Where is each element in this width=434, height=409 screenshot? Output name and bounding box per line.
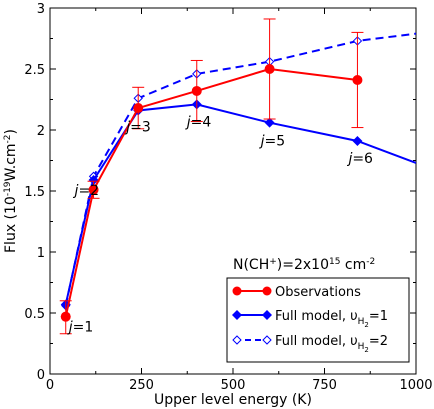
column-density-annotation: N(CH+)=2x1015 cm-2	[233, 257, 375, 273]
x-tick-label: 0	[46, 378, 54, 393]
data-point	[264, 64, 275, 74]
j-value: =5	[264, 134, 285, 150]
data-point	[352, 74, 363, 85]
j-value: =3	[130, 119, 151, 135]
j-value: =4	[191, 114, 212, 130]
j-value: =2	[78, 183, 99, 199]
legend-marker-observations	[232, 286, 242, 296]
x-tick-label: 250	[129, 378, 154, 393]
data-point	[88, 184, 99, 195]
legend-label-full-model-2: Full model, υH2=2	[275, 334, 388, 354]
j-symbol: j	[259, 134, 265, 150]
j-symbol: j	[67, 320, 73, 336]
y-axis-label: Flux (10-19W.cm-2)	[3, 129, 19, 253]
legend-entry-observations: Observations	[232, 285, 361, 300]
j-symbol: j	[346, 151, 352, 167]
y-tick-label: 1	[37, 246, 45, 261]
y-tick-label: 0	[37, 368, 45, 383]
legend-entry-full-model-2: Full model, υH2=2	[232, 334, 388, 354]
j-level-label: j=4	[185, 114, 212, 130]
legend-marker-observations	[262, 286, 272, 296]
legend-entry-full-model-1: Full model, υH2=1	[232, 309, 388, 329]
legend-marker-full-model-1	[262, 310, 272, 320]
j-value: =6	[352, 151, 373, 167]
data-point	[264, 117, 275, 128]
j-level-label: j=1	[67, 320, 94, 336]
series-line	[64, 103, 416, 305]
series-layer	[59, 18, 416, 335]
series-line	[64, 67, 358, 317]
legend: Observations Full model, υH2=1 Full mode…	[226, 277, 410, 363]
x-axis-label: Upper level energy (K)	[154, 392, 312, 408]
j-symbol: j	[73, 183, 79, 199]
x-tick-label: 750	[312, 378, 337, 393]
y-tick-label: 2	[37, 124, 45, 139]
data-point	[352, 135, 363, 146]
j-level-label: j=2	[73, 183, 100, 199]
legend-label-observations: Observations	[275, 285, 361, 300]
j-level-label: j=3	[124, 119, 151, 135]
j-symbol: j	[185, 114, 191, 130]
j-level-label: j=5	[259, 134, 286, 150]
data-point	[133, 103, 144, 114]
y-tick-label: 0.5	[24, 307, 45, 322]
y-tick-label: 2.5	[24, 63, 45, 78]
x-tick-label: 1000	[399, 378, 432, 393]
data-point	[191, 85, 202, 96]
legend-label-full-model-1: Full model, υH2=1	[275, 309, 388, 329]
point-labels: j=1j=2j=3 j=4j=5j=6	[67, 114, 373, 335]
j-level-label: j=6	[346, 151, 373, 167]
x-tick-label: 500	[221, 378, 246, 393]
y-tick-label: 1.5	[24, 185, 45, 200]
data-point	[88, 175, 99, 186]
axis-ticks: 0 250 500 750 1000 0 0.5 1 1.5 2 2.5 3	[24, 2, 432, 393]
y-tick-label: 3	[37, 2, 45, 17]
legend-marker-full-model-2	[262, 335, 272, 345]
legend-marker-full-model-2	[232, 335, 242, 345]
legend-marker-full-model-1	[232, 310, 242, 320]
j-symbol: j	[124, 119, 130, 135]
j-value: =1	[73, 320, 94, 336]
series-0	[59, 18, 364, 335]
data-point	[60, 311, 71, 322]
